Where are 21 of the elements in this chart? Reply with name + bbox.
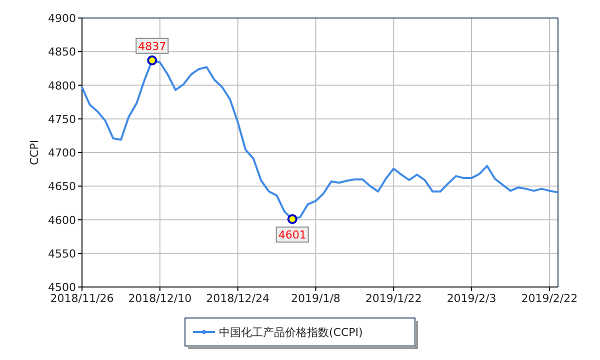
data-label: 4837: [138, 40, 166, 53]
x-tick-label: 2018/12/10: [128, 292, 192, 305]
y-tick-label: 4800: [48, 79, 76, 92]
y-tick-label: 4550: [48, 247, 76, 260]
x-tick-label: 2018/12/24: [206, 292, 270, 305]
legend-label: 中国化工产品价格指数(CCPI): [219, 326, 363, 339]
y-tick-label: 4700: [48, 146, 76, 160]
y-tick-label: 4650: [48, 180, 76, 194]
y-tick-label: 4850: [48, 46, 76, 59]
x-tick-label: 2019/2/3: [446, 292, 496, 305]
x-tick-label: 2019/1/22: [365, 292, 422, 305]
x-tick-label: 2018/11/26: [50, 292, 114, 305]
y-tick-label: 4900: [48, 12, 76, 25]
y-tick-label: 4750: [48, 112, 76, 126]
y-tick-label: 4500: [48, 281, 76, 294]
x-tick-label: 2019/1/8: [291, 292, 340, 305]
data-label: 4601: [278, 228, 306, 242]
legend: 中国化工产品价格指数(CCPI): [184, 318, 418, 349]
y-tick-label: 4600: [48, 214, 76, 227]
y-axis-title: CCPI: [28, 140, 41, 166]
x-tick-label: 2019/2/22: [521, 292, 578, 305]
